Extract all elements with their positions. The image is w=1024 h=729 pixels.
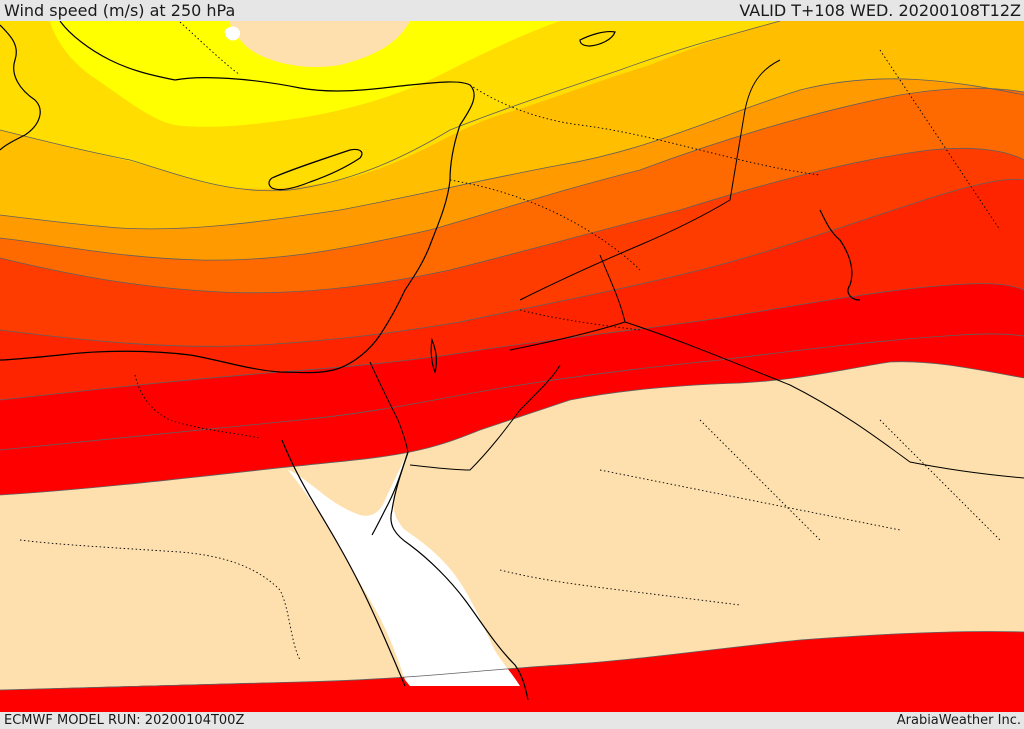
- land-patch-north: [230, 21, 410, 68]
- border-line: [449, 179, 641, 271]
- border-line: [19, 539, 301, 661]
- border-line: [699, 419, 821, 541]
- red-sea: [288, 452, 520, 686]
- contour-line: [0, 147, 1024, 294]
- contour-line: [0, 21, 781, 192]
- border-egypt-israel: [369, 361, 409, 453]
- wind-speed-map[interactable]: [0, 21, 1024, 712]
- coastline-north-shore: [59, 21, 176, 81]
- wind-band-deep-red-south: [0, 631, 1024, 712]
- contour-line: [0, 87, 1024, 261]
- model-run: ECMWF MODEL RUN: 20200104T00Z: [4, 713, 245, 728]
- border-line: [499, 569, 741, 606]
- contour-line: [0, 361, 1024, 496]
- border-jordan-iraq: [599, 254, 626, 323]
- coastline-gulf: [819, 209, 861, 301]
- border-saudi-jordan-south: [409, 364, 561, 471]
- contour-line: [0, 178, 1024, 347]
- contour-line: [0, 631, 1024, 691]
- border-line: [179, 21, 241, 76]
- coastline-north: [0, 77, 475, 374]
- border-line: [879, 419, 1001, 541]
- border-syria-iraq: [519, 199, 731, 301]
- coastline-gulf-aqaba: [371, 451, 409, 536]
- coastline-red-sea-west: [281, 439, 406, 687]
- coastline-red-sea-east: [390, 451, 529, 701]
- border-line: [519, 309, 641, 331]
- coastline-dead-sea: [430, 337, 438, 374]
- sea-patch-north: [224, 26, 241, 41]
- coastline-cyprus: [268, 148, 363, 191]
- contour-line: [0, 283, 1024, 401]
- border-iraq-saudi: [509, 321, 1024, 479]
- map-title: Wind speed (m/s) at 250 hPa: [4, 1, 236, 20]
- political-borders: [19, 21, 1001, 661]
- coastlines: [0, 21, 861, 701]
- coastline-northwest: [0, 24, 41, 151]
- border-line: [879, 49, 1001, 231]
- credit: ArabiaWeather Inc.: [896, 713, 1021, 728]
- contour-line: [0, 78, 1024, 230]
- solid-borders: [369, 59, 1024, 479]
- map-footer: ECMWF MODEL RUN: 20200104T00Z ArabiaWeat…: [0, 712, 1024, 729]
- border-line: [599, 469, 901, 531]
- contour-line: [0, 333, 1024, 451]
- calm-land-south: [0, 361, 1024, 690]
- wind-band-yellow: [50, 21, 560, 127]
- valid-time: VALID T+108 WED. 20200108T12Z: [739, 1, 1021, 20]
- map-header: Wind speed (m/s) at 250 hPa VALID T+108 …: [0, 0, 1024, 21]
- coastline-caspian: [579, 30, 616, 47]
- border-line: [469, 84, 821, 176]
- border-iraq-iran: [729, 59, 781, 201]
- wind-contours: [0, 21, 1024, 691]
